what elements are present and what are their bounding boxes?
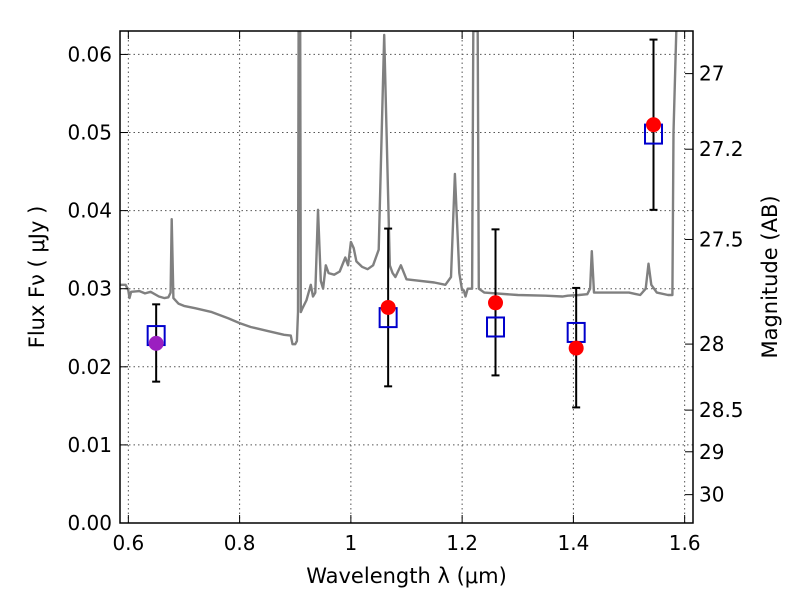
model-band-square (486, 316, 506, 338)
y-tick-label: 0.05 (67, 121, 112, 145)
y-tick-label: 0.04 (67, 199, 112, 223)
observed-point (380, 299, 396, 315)
right-tick-label: 27.2 (699, 137, 744, 161)
x-tick-label: 1.6 (669, 531, 701, 555)
model-spectrum-line (120, 31, 678, 346)
right-tick-label: 29 (699, 440, 724, 464)
model-spectrum (120, 31, 678, 346)
x-tick-label: 0.6 (112, 531, 144, 555)
observed-point (148, 335, 164, 351)
x-tick-label: 1.4 (557, 531, 589, 555)
observed-point (646, 117, 662, 133)
right-tick-label: 30 (699, 483, 724, 507)
y-tick-label: 0.01 (67, 433, 112, 457)
y-tick-label: 0.00 (67, 511, 112, 535)
x-axis-label: Wavelength λ (μm) (306, 564, 507, 588)
right-tick-label: 28 (699, 332, 724, 356)
y-tick-label: 0.06 (67, 42, 112, 66)
right-tick-label: 27 (699, 62, 724, 86)
observed-point (488, 295, 504, 311)
axis-ticks: 0.6 0.8 1 1.2 1.4 1.6 0.00 0.01 0.02 0.03 0.04 0.05… (67, 31, 744, 555)
observed-point (568, 340, 584, 356)
x-tick-label: 1.2 (446, 531, 478, 555)
model-band-fluxes (146, 123, 664, 347)
y-axis-label: Flux Fν ( μJy ) (25, 206, 49, 349)
right-tick-label: 28.5 (699, 398, 744, 422)
observed-fluxes (148, 117, 662, 356)
x-tick-label: 0.8 (224, 531, 256, 555)
x-tick-label: 1 (345, 531, 358, 555)
right-tick-label: 27.5 (699, 227, 744, 251)
right-y-axis-label: Magnitude (AB) (758, 195, 782, 358)
plot-frame (119, 30, 694, 524)
y-tick-label: 0.03 (67, 277, 112, 301)
y-tick-label: 0.02 (67, 355, 112, 379)
